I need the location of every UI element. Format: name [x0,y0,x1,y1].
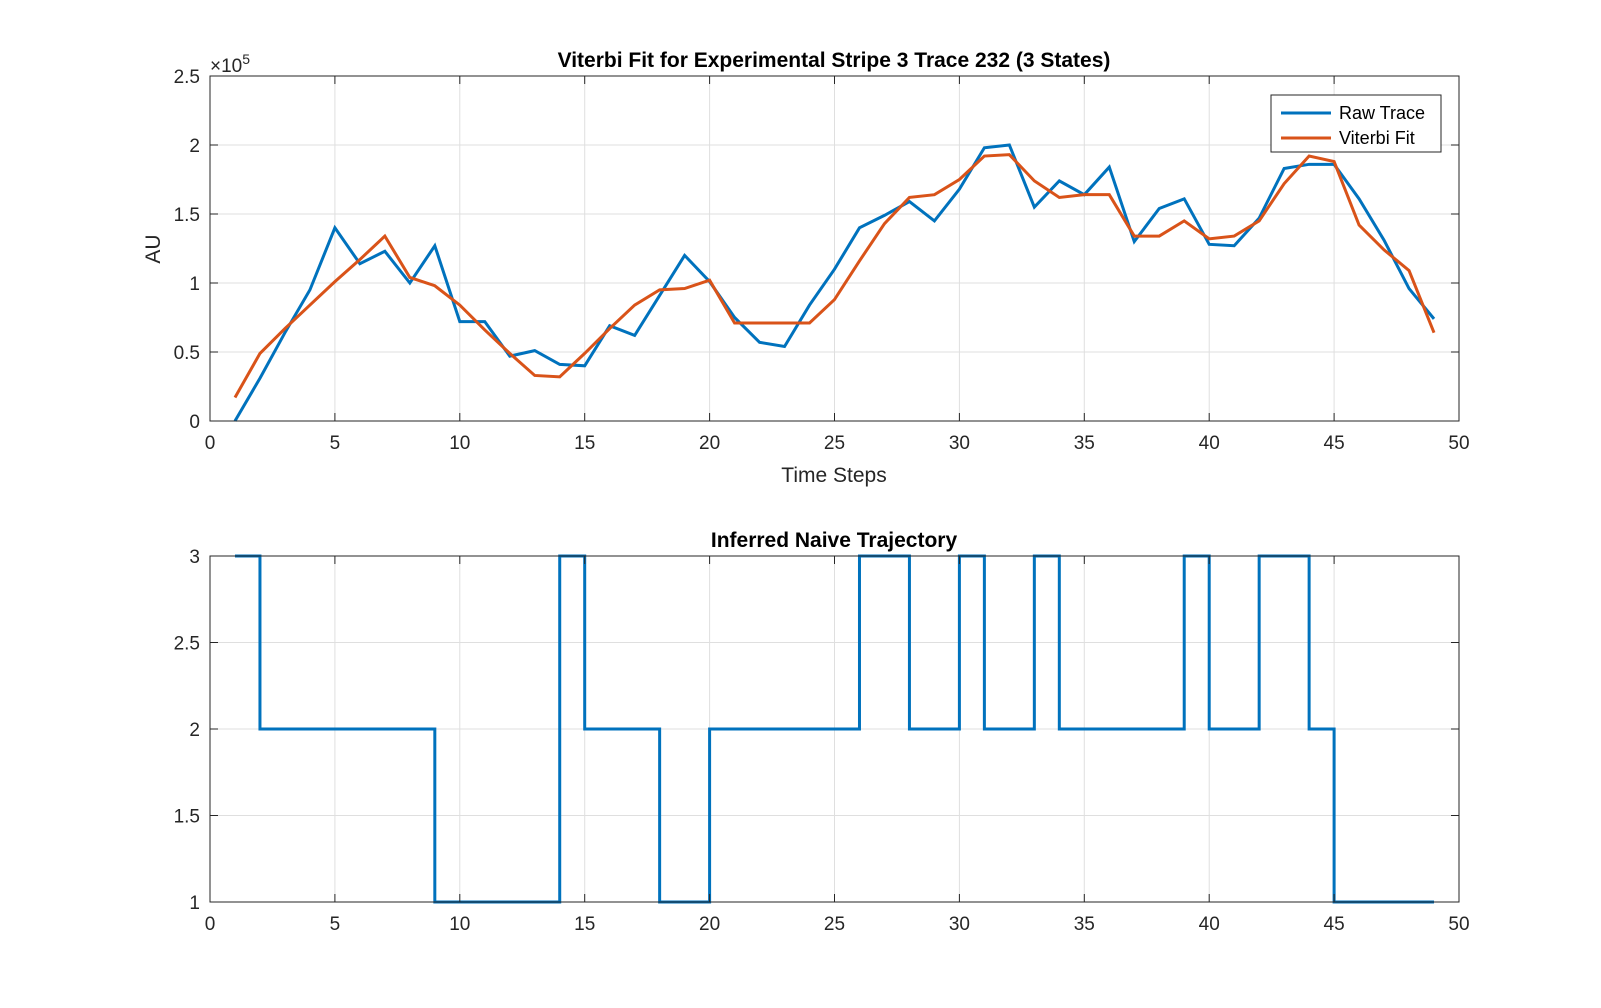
top-y-tick-label: 2 [189,136,200,157]
top-plot-lines [233,143,1436,422]
bottom-chart-title: Inferred Naive Trajectory [711,529,958,552]
legend: Raw Trace Viterbi Fit [1270,94,1442,153]
bottom-ticks: 0 5 10 15 20 25 30 35 40 45 50 1 1.5 2 2.5 3 [174,547,1470,935]
top-x-tick-label: 5 [330,433,341,454]
bottom-x-tick-label: 10 [449,914,470,935]
top-x-tick-label: 35 [1074,433,1095,454]
bottom-x-tick-label: 0 [205,914,216,935]
bottom-x-tick-label: 20 [699,914,720,935]
bottom-axes: 0 5 10 15 20 25 30 35 40 45 50 1 1.5 2 2.5 3 Inferred N… [174,529,1470,935]
top-axes: 0 5 10 15 20 25 30 35 40 45 50 0 0.5 1 1.5 2 2.5 Viterbi… [142,49,1470,487]
top-y-tick-label: 1 [189,274,200,295]
top-x-tick-label: 15 [574,433,595,454]
bottom-x-tick-label: 15 [574,914,595,935]
bottom-y-tick-label: 1 [189,893,200,914]
bottom-y-tick-label: 3 [189,547,200,568]
top-x-tick-label: 20 [699,433,720,454]
top-x-tick-label: 0 [205,433,216,454]
top-x-tick-label: 45 [1324,433,1345,454]
bottom-x-tick-label: 45 [1324,914,1345,935]
bottom-y-tick-label: 1.5 [174,807,200,828]
bottom-x-tick-label: 30 [949,914,970,935]
y-exponent-label: ×105 [210,51,250,77]
top-x-tick-label: 50 [1448,433,1469,454]
top-y-tick-label: 0.5 [174,343,200,364]
top-y-axis-label: AU [142,234,165,263]
legend-box [1270,94,1442,153]
top-chart-title: Viterbi Fit for Experimental Stripe 3 Tr… [558,49,1111,72]
top-ticks: 0 5 10 15 20 25 30 35 40 45 50 0 0.5 1 1.5 2 2.5 [174,67,1470,454]
bottom-x-tick-label: 40 [1199,914,1220,935]
top-series-line-0 [233,143,1436,422]
top-x-axis-label: Time Steps [781,464,886,487]
top-y-tick-label: 0 [189,412,200,433]
legend-label-raw-trace: Raw Trace [1339,103,1425,123]
y-exponent-power: 5 [242,51,250,67]
bottom-x-tick-label: 50 [1448,914,1469,935]
top-y-tick-label: 2.5 [174,67,200,88]
top-x-tick-label: 10 [449,433,470,454]
bottom-y-tick-label: 2.5 [174,634,200,655]
y-exponent-base: ×10 [210,56,242,77]
bottom-x-tick-label: 25 [824,914,845,935]
legend-label-viterbi-fit: Viterbi Fit [1339,128,1415,148]
bottom-x-tick-label: 5 [330,914,341,935]
bottom-y-tick-label: 2 [189,720,200,741]
top-x-tick-label: 30 [949,433,970,454]
top-x-tick-label: 25 [824,433,845,454]
top-y-tick-label: 1.5 [174,205,200,226]
top-series-line-1 [233,153,1436,399]
bottom-x-tick-label: 35 [1074,914,1095,935]
top-x-tick-label: 40 [1199,433,1220,454]
